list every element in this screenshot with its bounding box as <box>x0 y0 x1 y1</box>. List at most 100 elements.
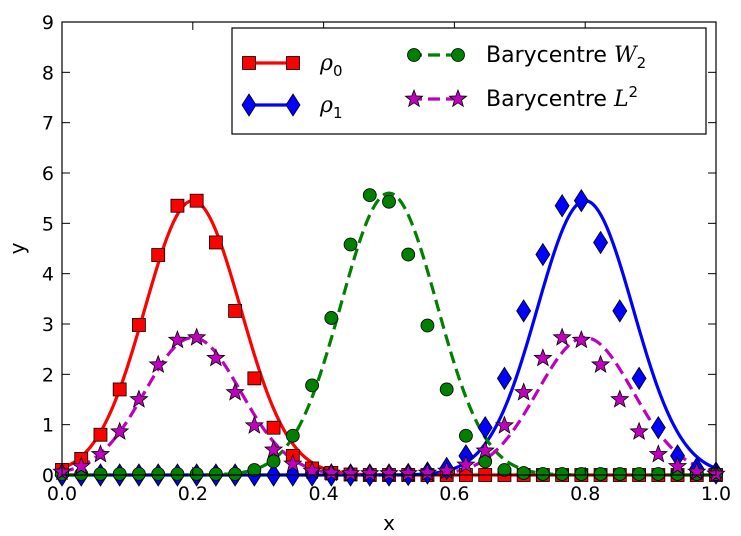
y-tick-label: 5 <box>42 213 54 235</box>
y-tick-label: 8 <box>42 62 54 84</box>
data-point-3-28 <box>590 354 611 373</box>
x-tick-label: 0.2 <box>178 483 208 505</box>
y-axis-label: y <box>5 242 29 254</box>
data-point-2-30 <box>632 467 646 481</box>
data-point-0-6 <box>170 198 185 213</box>
data-point-1-26 <box>554 193 570 218</box>
data-point-0-4 <box>132 318 146 332</box>
data-point-3-16 <box>360 463 380 482</box>
data-point-2-17 <box>382 194 396 209</box>
data-point-3-10 <box>244 415 264 434</box>
data-point-3-24 <box>514 382 534 401</box>
y-tick-label: 2 <box>42 364 54 386</box>
data-point-3-18 <box>398 463 418 482</box>
data-point-2-21 <box>459 428 473 443</box>
data-point-0-2 <box>93 427 108 442</box>
y-tick-label: 0 <box>42 465 54 487</box>
legend-marker-end-2 <box>451 48 465 62</box>
x-tick-label: 0.6 <box>439 483 469 505</box>
data-point-2-13 <box>305 378 319 393</box>
data-point-2-20 <box>439 382 454 397</box>
tick-layer: 0.0 0.2 0.4 0.6 0.8 1.0 0 1 2 3 4 5 6 7 8 9 <box>42 12 731 505</box>
data-point-0-8 <box>208 235 223 250</box>
y-tick-label: 9 <box>42 12 54 34</box>
data-point-3-12 <box>283 453 303 473</box>
data-point-3-26 <box>552 327 572 346</box>
data-point-3-8 <box>206 348 226 367</box>
legend-marker-start-1 <box>241 93 257 117</box>
data-point-2-26 <box>555 467 570 481</box>
data-point-3-3 <box>110 421 130 440</box>
data-point-1-30 <box>631 366 647 391</box>
legend-marker-end-0 <box>286 56 300 70</box>
legend-label-2: Barycentre W2 <box>486 43 646 72</box>
data-point-3-30 <box>629 421 649 440</box>
data-point-3-9 <box>225 382 245 401</box>
data-point-2-28 <box>593 467 608 481</box>
y-tick-label: 7 <box>42 113 54 135</box>
data-point-3-11 <box>263 439 284 459</box>
data-point-2-7 <box>189 467 204 481</box>
data-point-3-29 <box>610 389 630 408</box>
data-point-1-29 <box>612 299 628 323</box>
data-point-2-10 <box>247 463 262 477</box>
data-point-2-24 <box>516 466 531 480</box>
legend: ρ0 ρ1 Barycentre W2 Barycentre L2 <box>231 27 707 135</box>
x-tick-label: 0.4 <box>308 483 338 505</box>
data-point-3-6 <box>167 329 188 349</box>
data-point-3-2 <box>90 444 111 463</box>
data-point-2-14 <box>324 311 339 325</box>
x-tick-label: 1.0 <box>701 483 731 505</box>
data-point-3-15 <box>340 463 361 482</box>
data-point-1-23 <box>496 366 512 391</box>
data-point-1-25 <box>535 242 551 267</box>
data-point-3-14 <box>321 462 341 482</box>
data-point-3-25 <box>533 348 553 367</box>
y-tick-label: 1 <box>42 415 54 437</box>
data-point-0-10 <box>247 371 262 386</box>
data-point-2-31 <box>651 467 666 481</box>
data-point-3-19 <box>417 462 438 482</box>
data-point-0-5 <box>151 248 166 262</box>
data-point-2-19 <box>420 318 435 333</box>
data-point-2-23 <box>497 463 512 477</box>
y-tick-label: 6 <box>42 163 54 185</box>
data-point-2-12 <box>285 428 300 443</box>
data-point-3-5 <box>148 354 168 373</box>
data-point-0-11 <box>266 420 281 435</box>
data-point-0-7 <box>189 193 204 208</box>
data-point-1-22 <box>477 415 493 440</box>
data-point-0-9 <box>228 304 243 318</box>
legend-label-1: ρ1 <box>319 93 342 122</box>
legend-label-3: Barycentre L2 <box>486 83 638 112</box>
data-point-2-18 <box>401 247 416 262</box>
data-point-3-33 <box>687 461 707 481</box>
data-point-2-29 <box>612 467 627 481</box>
legend-marker-end-3 <box>448 88 468 108</box>
data-point-3-4 <box>129 389 149 408</box>
data-point-3-31 <box>648 444 668 463</box>
x-axis-label: x <box>383 511 395 535</box>
legend-frame <box>231 27 707 135</box>
y-tick-label: 4 <box>42 264 54 286</box>
data-point-1-28 <box>593 230 609 255</box>
legend-marker-start-3 <box>404 88 424 108</box>
marker-layer <box>52 188 726 487</box>
legend-marker-start-0 <box>242 56 256 70</box>
data-point-2-6 <box>170 467 185 481</box>
data-point-2-3 <box>112 467 127 481</box>
y-tick-label: 3 <box>42 314 54 336</box>
data-point-3-23 <box>494 415 515 434</box>
data-point-3-7 <box>187 327 207 346</box>
plot-frame <box>61 21 717 476</box>
data-point-3-27 <box>571 329 591 349</box>
data-point-2-8 <box>208 467 223 481</box>
legend-label-0: ρ0 <box>319 51 342 80</box>
data-point-2-16 <box>362 188 377 203</box>
x-tick-label: 0.0 <box>47 483 77 505</box>
data-point-0-3 <box>112 382 127 397</box>
data-point-1-27 <box>573 188 589 213</box>
data-point-2-25 <box>535 467 550 481</box>
data-point-1-24 <box>516 299 532 323</box>
